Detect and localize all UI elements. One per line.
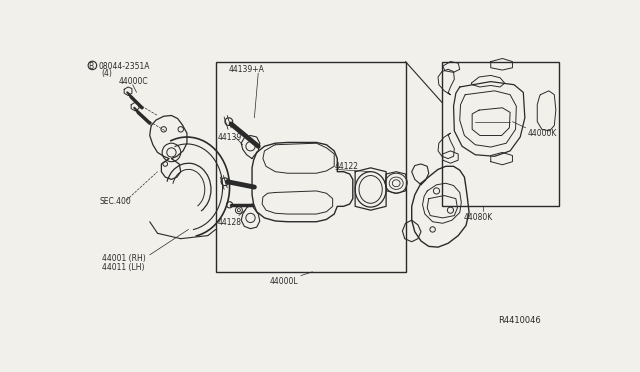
Text: 44001 (RH): 44001 (RH) (102, 254, 145, 263)
Text: 44122: 44122 (334, 163, 358, 171)
Text: SEC.400: SEC.400 (99, 197, 131, 206)
Text: 44000K: 44000K (527, 129, 557, 138)
Text: 44011 (LH): 44011 (LH) (102, 263, 144, 272)
Text: 08044-2351A: 08044-2351A (99, 62, 150, 71)
Text: 44139+A: 44139+A (229, 65, 265, 74)
Text: 44000L: 44000L (270, 277, 298, 286)
Text: 44139: 44139 (217, 133, 241, 142)
Text: (4): (4) (101, 68, 112, 77)
Bar (442, 62, 559, 206)
Text: R4410046: R4410046 (499, 316, 541, 325)
Bar (216, 62, 406, 272)
Text: 44128: 44128 (218, 218, 242, 227)
Text: B: B (88, 62, 93, 71)
Text: 44000C: 44000C (119, 77, 148, 86)
Text: 44080K: 44080K (463, 212, 493, 221)
